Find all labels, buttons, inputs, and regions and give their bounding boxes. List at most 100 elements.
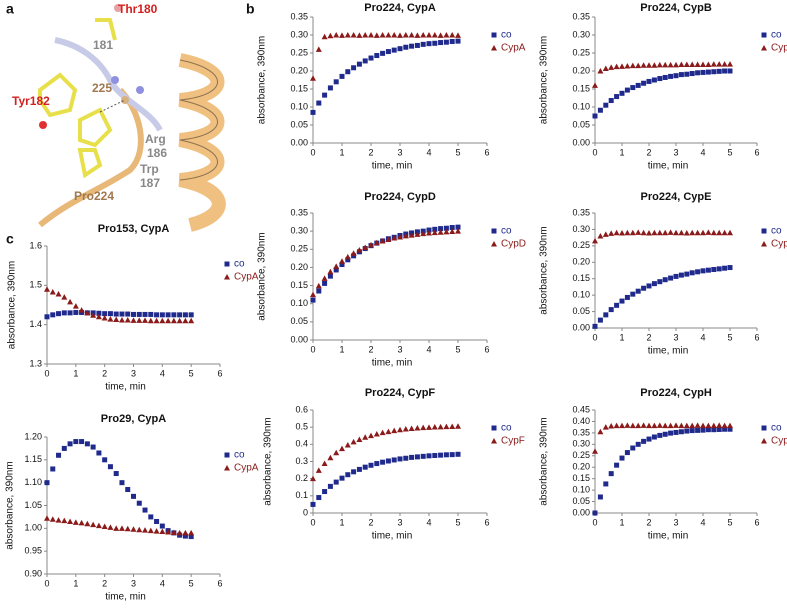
point [136, 500, 142, 506]
x-axis-label: time, min [372, 531, 413, 542]
point [142, 507, 148, 513]
point [101, 314, 108, 321]
point [96, 310, 102, 316]
y-tick-label: 0.15 [572, 273, 590, 283]
point [333, 449, 340, 456]
point [673, 73, 679, 79]
point [619, 230, 625, 236]
point [420, 230, 427, 237]
point [351, 253, 357, 259]
point [689, 422, 696, 429]
point [437, 229, 444, 235]
x-tick-label: 3 [131, 368, 136, 378]
point [722, 265, 728, 271]
point [597, 107, 603, 113]
point [662, 61, 669, 68]
point [159, 528, 166, 535]
residue-label: 187 [140, 176, 160, 190]
chart: Pro29, CypA 0.90 0.95 1.00 1.05 1.10 1.15 1.20 0… [5, 413, 259, 603]
point [608, 307, 614, 313]
point [50, 466, 56, 472]
point [374, 461, 380, 467]
point [131, 493, 136, 499]
point [344, 32, 351, 38]
residue-label: Pro224 [74, 189, 114, 203]
legend-label: co [501, 226, 512, 237]
point [113, 311, 119, 317]
point [125, 311, 131, 317]
point [350, 438, 357, 445]
point [44, 286, 50, 292]
point [619, 63, 625, 69]
point [694, 422, 701, 428]
point [624, 229, 631, 236]
point [420, 453, 426, 459]
point [95, 313, 102, 320]
point [689, 229, 696, 236]
point [414, 454, 420, 460]
residue-label: Trp [140, 162, 159, 176]
point [426, 32, 432, 38]
point [159, 317, 166, 324]
point [113, 316, 120, 323]
point [397, 46, 403, 52]
point [635, 62, 642, 69]
point [678, 422, 685, 429]
point [321, 33, 328, 40]
point [689, 61, 696, 68]
point [603, 481, 609, 487]
point [721, 229, 728, 236]
point [379, 32, 386, 38]
point [695, 269, 701, 275]
point [700, 229, 706, 236]
point [449, 225, 455, 231]
point [662, 277, 668, 283]
point [408, 425, 415, 432]
point [391, 47, 397, 53]
point [95, 522, 102, 529]
y-tick-label: 0.35 [290, 11, 308, 21]
point [432, 40, 438, 46]
backbone-ribbon [38, 87, 144, 228]
point [165, 312, 171, 318]
point [327, 454, 334, 461]
x-tick-label: 5 [727, 517, 732, 527]
point [443, 423, 450, 430]
point [592, 510, 598, 516]
point [705, 69, 711, 75]
point [316, 100, 322, 106]
x-tick-label: 0 [592, 517, 597, 527]
y-axis-label: absorbance, 390nm [539, 36, 550, 124]
point [635, 288, 641, 294]
point [316, 288, 322, 294]
point [684, 428, 690, 434]
y-tick-label: 0.00 [572, 322, 590, 332]
y-tick-label: 0.1 [295, 490, 308, 500]
y-tick-label: 0.00 [290, 137, 308, 147]
x-tick-label: 0 [44, 578, 49, 588]
point [84, 441, 90, 447]
point [101, 523, 108, 530]
backbone-loop [54, 37, 163, 132]
point [629, 229, 636, 236]
point [678, 272, 684, 278]
point [339, 445, 345, 452]
point [455, 38, 461, 44]
point [67, 518, 74, 524]
point [630, 445, 636, 451]
y-axis-label: absorbance, 390nm [5, 461, 16, 549]
point [641, 80, 647, 86]
point [61, 517, 68, 524]
point [592, 323, 598, 329]
legend-marker [761, 228, 767, 234]
legend-label: co [771, 423, 782, 434]
point [646, 283, 652, 289]
point [154, 312, 160, 318]
point [368, 32, 374, 38]
point [700, 268, 706, 274]
hbond [99, 99, 126, 113]
point [711, 267, 717, 273]
point [614, 302, 620, 308]
point [727, 426, 733, 432]
point [409, 43, 415, 49]
